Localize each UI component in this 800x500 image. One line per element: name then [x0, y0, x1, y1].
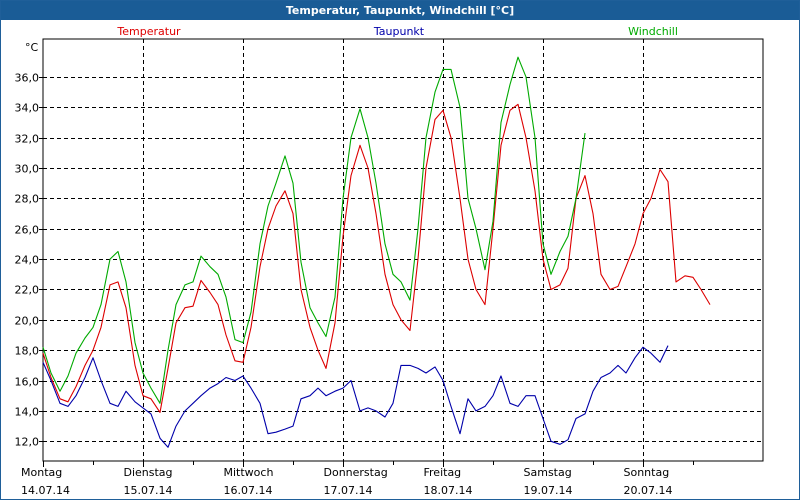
x-tick-date: 18.07.14: [424, 484, 473, 497]
series-line-taupunkt: [42, 345, 669, 448]
axis-labels: 12,0 14,0 16,0 18,0 20,0 22,0 24,0 26,0 28,0 30,0…: [15, 25, 678, 497]
y-tick-label: 36,0: [15, 72, 40, 85]
series-line-temperatur: [42, 103, 711, 413]
series-lines: [42, 56, 711, 448]
y-tick-label: 16,0: [15, 376, 40, 389]
series-line-windchill: [42, 56, 586, 404]
x-tick-weekday: Donnerstag: [324, 466, 388, 479]
x-tick-date: 20.07.14: [624, 484, 673, 497]
x-tick-weekday: Mittwoch: [224, 466, 274, 479]
y-axis-unit-label: °C: [25, 41, 39, 54]
plot-frame: [42, 38, 764, 462]
x-tick-date: 15.07.14: [124, 484, 173, 497]
temperature-chart: 12,0 14,0 16,0 18,0 20,0 22,0 24,0 26,0 28,0 30,0…: [15, 25, 764, 497]
x-tick-date: 17.07.14: [324, 484, 373, 497]
y-tick-label: 30,0: [15, 163, 40, 176]
y-tick-label: 18,0: [15, 345, 40, 358]
x-tick-date: 14.07.14: [21, 484, 70, 497]
grid: [39, 38, 764, 467]
x-tick-weekday: Montag: [21, 466, 62, 479]
x-tick-date: 16.07.14: [224, 484, 273, 497]
x-tick-weekday: Freitag: [424, 466, 462, 479]
window-title: Temperatur, Taupunkt, Windchill [°C]: [1, 1, 799, 20]
legend-temperatur: Temperatur: [116, 25, 181, 38]
y-tick-label: 26,0: [15, 224, 40, 237]
y-tick-label: 32,0: [15, 133, 40, 146]
y-tick-label: 22,0: [15, 284, 40, 297]
x-tick-weekday: Samstag: [524, 466, 572, 479]
x-tick-weekday: Sonntag: [624, 466, 670, 479]
x-tick-weekday: Dienstag: [124, 466, 173, 479]
legend-windchill: Windchill: [628, 25, 678, 38]
y-tick-label: 14,0: [15, 406, 40, 419]
legend-taupunkt: Taupunkt: [373, 25, 425, 38]
x-tick-date: 19.07.14: [524, 484, 573, 497]
y-tick-label: 24,0: [15, 254, 40, 267]
y-tick-label: 20,0: [15, 315, 40, 328]
y-tick-label: 28,0: [15, 193, 40, 206]
y-tick-label: 34,0: [15, 102, 40, 115]
y-tick-label: 12,0: [15, 436, 40, 449]
